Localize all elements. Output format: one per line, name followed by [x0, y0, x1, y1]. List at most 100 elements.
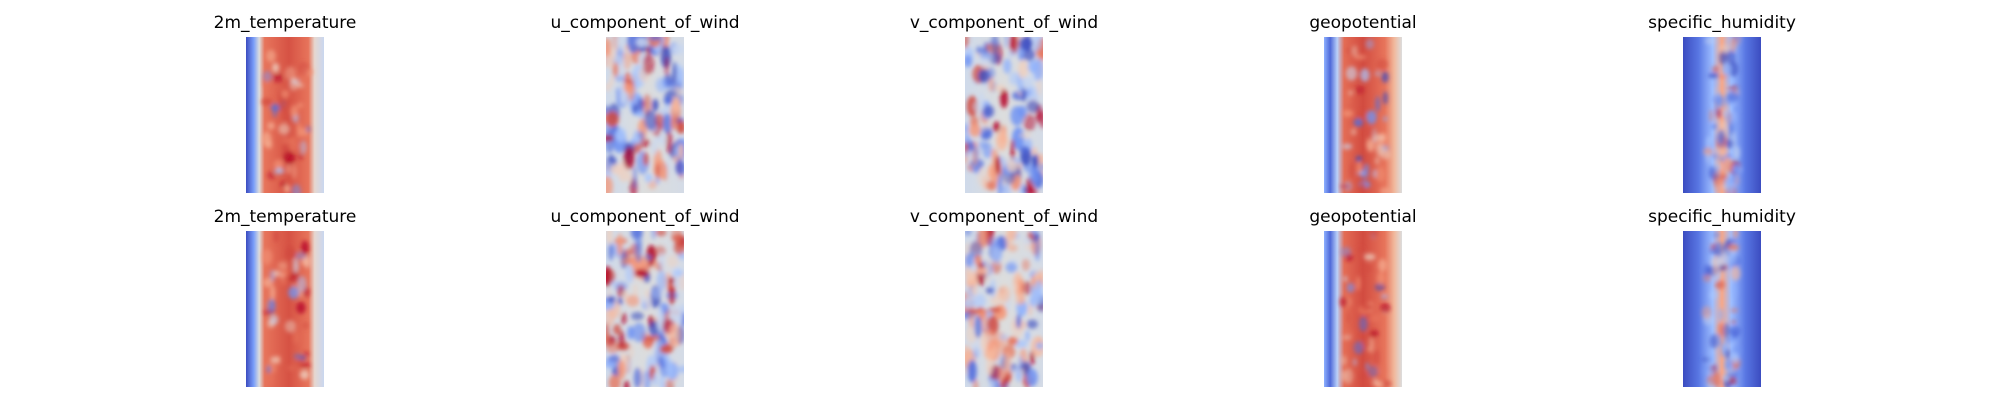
heatmap-cell — [1724, 358, 1733, 371]
heatmap-cell — [1342, 330, 1354, 337]
heatmap-cell — [1340, 355, 1348, 366]
heatmap-cell — [1713, 264, 1719, 277]
heatmap-cell — [277, 261, 289, 270]
heatmap-cell — [287, 365, 296, 371]
heatmap-cell — [977, 231, 989, 248]
heatmap-field — [1683, 231, 1761, 387]
heatmap-cell — [997, 367, 1005, 385]
heatmap-cell — [281, 89, 290, 99]
heatmap-cell — [1039, 269, 1043, 281]
heatmap-cell — [1733, 145, 1741, 160]
heatmap-cell — [1355, 275, 1361, 291]
heatmap-cell — [1342, 109, 1354, 118]
heatmap-cell — [1354, 54, 1367, 60]
heatmap-cell — [1019, 37, 1033, 51]
heatmap-cell — [296, 122, 302, 138]
heatmap-cell — [606, 111, 619, 127]
heatmap-cell — [1345, 253, 1354, 262]
heatmap-cell — [1706, 136, 1714, 149]
heatmap-texture — [965, 37, 1043, 193]
heatmap-cell — [1709, 109, 1714, 123]
heatmap-cell — [1339, 183, 1351, 189]
heatmap-cell — [1352, 45, 1358, 57]
heatmap-cell — [609, 164, 624, 175]
heatmap-cell — [982, 104, 995, 118]
heatmap-cell — [278, 123, 290, 135]
heatmap-cell — [1367, 365, 1379, 378]
heatmap-cell — [1701, 306, 1712, 320]
heatmap-cell — [627, 326, 634, 340]
heatmap-cell — [642, 256, 649, 272]
heatmap-cell — [965, 54, 973, 68]
heatmap-cell — [297, 275, 307, 292]
heatmap-cell — [1380, 380, 1392, 387]
panel-title: specific_humidity — [1648, 207, 1796, 227]
heatmap-cell — [665, 130, 673, 155]
heatmap-cell — [1374, 381, 1384, 387]
heatmap-cell — [1372, 134, 1384, 142]
heatmap-cell — [1709, 290, 1718, 300]
heatmap-cell — [1723, 176, 1732, 187]
heatmap-cell — [1732, 282, 1737, 298]
heatmap-cell — [1003, 58, 1012, 74]
heatmap-cell — [297, 61, 310, 76]
heatmap-cell — [269, 285, 276, 301]
heatmap-cell — [1359, 316, 1368, 332]
heatmap-cell — [988, 52, 1001, 65]
heatmap-cell — [633, 367, 642, 387]
heatmap-cell — [676, 120, 684, 134]
heatmap-panel: 2m_temperature — [214, 207, 356, 387]
heatmap-cell — [678, 272, 684, 291]
heatmap-cell — [283, 151, 296, 165]
heatmap-cell — [666, 254, 679, 269]
heatmap-cell — [1027, 303, 1033, 317]
heatmap-cell — [974, 163, 980, 175]
heatmap-field — [606, 37, 684, 193]
panel-title: 2m_temperature — [214, 13, 357, 33]
heatmap-texture — [1339, 231, 1392, 387]
heatmap-field — [1324, 231, 1402, 387]
heatmap-cell — [1729, 325, 1742, 337]
heatmap-cell — [1713, 372, 1722, 387]
heatmap-cell — [969, 123, 981, 137]
heatmap-cell — [1727, 244, 1739, 251]
heatmap-cell — [1022, 76, 1030, 90]
heatmap-cell — [1340, 369, 1347, 382]
heatmap-cell — [990, 37, 1000, 55]
heatmap-cell — [1361, 304, 1374, 311]
heatmap-cell — [638, 131, 644, 140]
heatmap-cell — [966, 95, 978, 117]
heatmap-cell — [1005, 262, 1018, 273]
heatmap-cell — [655, 231, 667, 237]
heatmap-cell — [615, 37, 626, 50]
heatmap-cell — [965, 141, 969, 153]
heatmap-cell — [1712, 171, 1719, 187]
heatmap-cell — [988, 76, 994, 92]
heatmap-cell — [989, 306, 1002, 314]
heatmap-cell — [1021, 258, 1030, 271]
heatmap-cell — [662, 113, 672, 135]
heatmap-cell — [991, 148, 998, 162]
heatmap-cell — [965, 231, 972, 236]
heatmap-cell — [617, 360, 626, 380]
heatmap-cell — [284, 66, 296, 81]
heatmap-cell — [292, 258, 300, 274]
heatmap-cell — [606, 37, 612, 57]
heatmap-cell — [1717, 169, 1725, 175]
heatmap-cell — [1720, 342, 1725, 358]
heatmap-cell — [655, 77, 668, 93]
heatmap-cell — [1712, 231, 1720, 239]
heatmap-cell — [1346, 282, 1355, 293]
heatmap-cell — [986, 237, 999, 249]
heatmap-cell — [1710, 94, 1719, 102]
heatmap-cell — [1008, 71, 1019, 85]
heatmap-cell — [284, 184, 291, 193]
heatmap-cell — [1018, 132, 1032, 139]
heatmap-cell — [273, 159, 284, 170]
heatmap-cell — [1726, 73, 1732, 84]
heatmap-cell — [286, 163, 291, 175]
heatmap-cell — [1717, 74, 1729, 79]
heatmap-panel: u_component_of_wind — [550, 207, 740, 387]
heatmap-cell — [1022, 48, 1036, 62]
heatmap-cell — [1380, 149, 1391, 160]
